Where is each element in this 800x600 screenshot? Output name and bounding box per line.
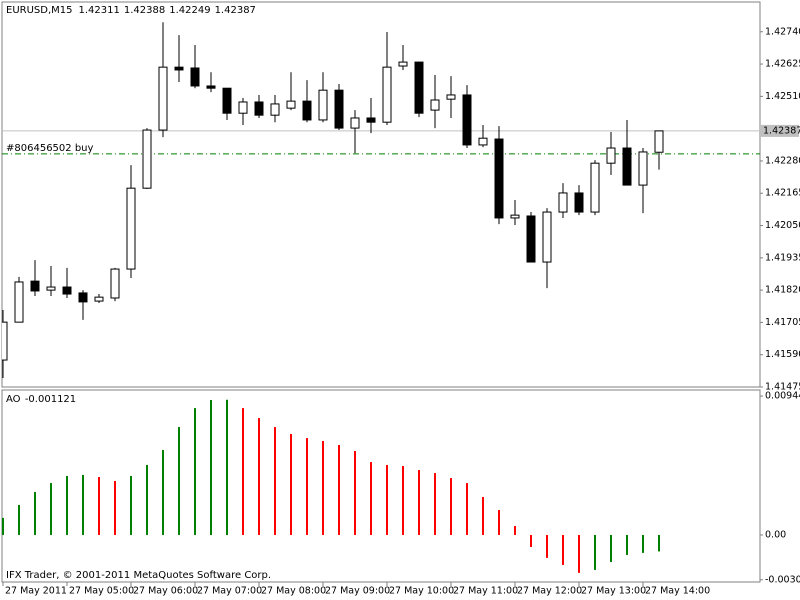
candle-body	[510, 214, 520, 219]
y-tick-label: 1.42165	[765, 188, 800, 199]
candle-body	[174, 66, 184, 71]
x-tick-label: 27 May 08:00	[261, 586, 326, 597]
candle-body	[158, 66, 168, 131]
price-box	[761, 124, 799, 137]
candle-body	[238, 101, 248, 114]
ao-title: AO	[6, 394, 21, 405]
ao-last: -0.001121	[25, 394, 76, 405]
candle-body	[430, 99, 440, 111]
candle-body	[334, 89, 344, 129]
candle-body	[446, 94, 456, 100]
candle-body	[62, 286, 72, 295]
candle-body	[222, 87, 232, 114]
candle-body	[126, 187, 136, 270]
candle-body	[286, 100, 296, 109]
candle-body	[542, 211, 552, 263]
price-box-label: 1.42387	[763, 125, 800, 136]
x-tick-label: 27 May 14:00	[645, 586, 710, 597]
last-low: 1.42249	[169, 5, 210, 16]
candle-body	[478, 137, 488, 146]
candle-body	[382, 66, 392, 123]
ao-panel	[1, 389, 761, 583]
x-tick-label: 27 May 2011	[5, 586, 67, 597]
symbol: EURUSD,M15	[6, 5, 72, 16]
candle-body	[494, 138, 504, 219]
y-tick-label: 1.41590	[765, 349, 800, 360]
candle-body	[110, 268, 120, 299]
candle-body	[78, 292, 88, 303]
main-panel	[1, 1, 761, 388]
candle-body	[14, 281, 24, 323]
footer: IFX Trader, © 2001-2011 MetaQuotes Softw…	[6, 570, 271, 581]
y-tick-label: 1.42280	[765, 155, 800, 166]
y-tick-label: 1.41820	[765, 285, 800, 296]
candle-body	[638, 151, 648, 186]
candle-body	[350, 117, 360, 129]
candle-body	[302, 100, 312, 121]
x-tick-label: 27 May 12:00	[517, 586, 582, 597]
candle-body	[654, 130, 664, 153]
x-tick-label: 27 May 09:00	[325, 586, 390, 597]
x-tick-label: 27 May 13:00	[581, 586, 646, 597]
candle-body	[366, 117, 376, 123]
candle-body	[414, 61, 424, 114]
y-tick-label: 1.41935	[765, 252, 800, 263]
candle-body	[206, 85, 216, 89]
y-tick-label: 0.009449	[765, 391, 800, 402]
candle-body	[46, 286, 56, 291]
y-tick-label: 0.00	[765, 529, 786, 540]
candle-body	[190, 67, 200, 87]
candle-body	[526, 215, 536, 263]
candle-body	[462, 94, 472, 146]
candle-body	[254, 101, 264, 116]
candle-body	[318, 89, 328, 121]
y-tick-label: 1.42625	[765, 59, 800, 70]
last-open: 1.42311	[78, 5, 119, 16]
y-tick-label: 1.41705	[765, 317, 800, 328]
chart-header: EURUSD,M15 1.42311 1.42388 1.42249 1.42387	[6, 5, 256, 16]
y-tick-label: 1.41475	[765, 382, 800, 393]
candle-body	[94, 296, 104, 302]
x-tick-label: 27 May 06:00	[133, 586, 198, 597]
candle-body	[398, 61, 408, 67]
candle-body	[142, 129, 152, 189]
plot: #806456502 buy	[2, 22, 760, 379]
x-tick-label: 27 May 11:00	[453, 586, 518, 597]
last-close: 1.42387	[215, 5, 256, 16]
candle-body	[270, 103, 280, 116]
candle-body	[30, 280, 40, 292]
order-label: #806456502 buy	[6, 143, 94, 154]
candle-body	[2, 321, 8, 361]
x-tick-label: 27 May 10:00	[389, 586, 454, 597]
y-tick-label: 1.42510	[765, 91, 800, 102]
y-tick-label: 1.42740	[765, 26, 800, 37]
candle-body	[574, 192, 584, 213]
candle-body	[590, 162, 600, 213]
candle-body	[622, 147, 632, 186]
x-tick-label: 27 May 05:00	[69, 586, 134, 597]
y-tick-label: -0.003050	[765, 574, 800, 585]
y-tick-label: 1.42050	[765, 220, 800, 231]
last-high: 1.42388	[124, 5, 165, 16]
ao-header: AO -0.001121	[6, 394, 76, 405]
candle-body	[558, 192, 568, 213]
x-tick-label: 27 May 07:00	[197, 586, 262, 597]
candle-body	[606, 147, 616, 164]
